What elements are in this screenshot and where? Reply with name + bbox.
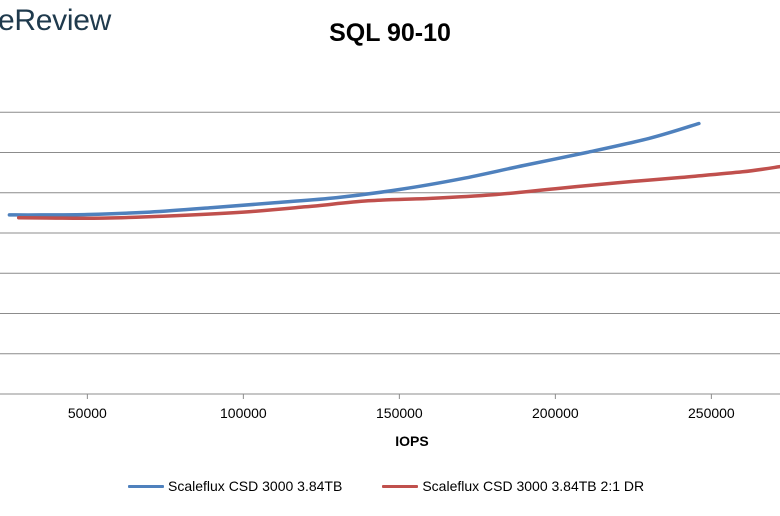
- x-tick-label: 150000: [376, 405, 423, 421]
- legend-swatch-2: [382, 484, 419, 488]
- chart-title: SQL 90-10: [329, 19, 451, 47]
- line-chart: 50000 100000 150000 200000 250000 IOPS: [0, 111, 780, 449]
- x-axis-title: IOPS: [395, 433, 428, 449]
- x-tick-label: 50000: [68, 405, 107, 421]
- legend-swatch-1: [128, 484, 164, 488]
- legend-item-1: Scaleflux CSD 3000 3.84TB: [128, 478, 342, 494]
- legend-item-2: Scaleflux CSD 3000 3.84TB 2:1 DR: [382, 478, 644, 494]
- chart-legend: Scaleflux CSD 3000 3.84TB Scaleflux CSD 3…: [128, 478, 684, 494]
- x-tick-label: 100000: [220, 405, 267, 421]
- series-line-1: [7, 121, 701, 217]
- x-tick-label: 250000: [688, 405, 735, 421]
- series-line-2: [16, 164, 780, 221]
- legend-label-1: Scaleflux CSD 3000 3.84TB: [168, 478, 343, 494]
- x-tick-label: 200000: [532, 405, 579, 421]
- legend-label-2: Scaleflux CSD 3000 3.84TB 2:1 DR: [422, 478, 645, 494]
- brand-logo-text: eReview: [0, 4, 111, 37]
